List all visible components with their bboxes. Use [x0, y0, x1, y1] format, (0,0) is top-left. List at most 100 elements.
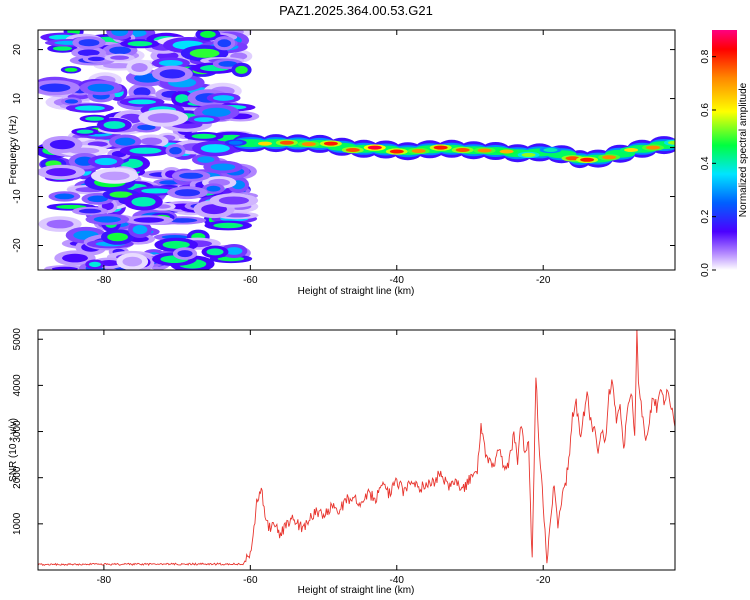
- noise-blob: [52, 46, 73, 51]
- noise-blob: [76, 129, 94, 134]
- y-tick-label: 10: [12, 93, 23, 105]
- y-tick-label: 2000: [12, 466, 23, 489]
- noise-blob: [51, 266, 78, 270]
- snr-x-ticks: -80 -60 -40 -20: [97, 330, 551, 586]
- noise-blob: [189, 48, 220, 58]
- noise-blob: [191, 133, 217, 139]
- y-tick-label: 1000: [12, 512, 23, 535]
- colorbar-tick-label: 0.8: [700, 49, 711, 63]
- track-peak: [477, 148, 492, 153]
- x-tick-label: -80: [97, 575, 112, 586]
- noise-blob: [201, 204, 228, 215]
- noise-blob: [169, 147, 182, 155]
- noise-blob: [194, 117, 214, 122]
- x-tick-label: -80: [97, 275, 112, 286]
- noise-blob: [202, 107, 231, 117]
- noise-blob: [179, 172, 204, 179]
- track-peak: [602, 155, 617, 160]
- y-tick-label: 4000: [12, 374, 23, 397]
- noise-blob: [131, 197, 156, 207]
- colorbar-tick-label: 0.0: [700, 263, 711, 277]
- spectrogram-noise: [38, 30, 260, 270]
- x-tick-label: -60: [243, 575, 258, 586]
- noise-blob: [93, 216, 121, 223]
- noise-blob: [217, 39, 232, 48]
- track-peak: [345, 148, 360, 152]
- track-peak: [279, 140, 294, 145]
- noise-blob: [64, 99, 79, 104]
- noise-blob: [206, 185, 221, 192]
- snr-frame: [37, 329, 676, 571]
- noise-blob: [137, 124, 156, 131]
- noise-blob: [87, 141, 108, 147]
- noise-blob: [197, 156, 215, 163]
- spectrogram-panel: -80 -60 -40 -20 20 10 0 -10 -20 Height of strai…: [8, 29, 676, 297]
- snr-y-ticks: 1000 2000 3000 4000 5000: [12, 328, 675, 535]
- noise-blob: [78, 208, 102, 214]
- colorbar-tick-label: 0.4: [700, 156, 711, 170]
- noise-blob: [235, 65, 248, 74]
- noise-blob: [133, 87, 151, 97]
- y-tick-label: 3000: [12, 420, 23, 443]
- track-peak: [323, 141, 338, 146]
- track-peak: [565, 156, 580, 161]
- track-peak: [389, 149, 404, 154]
- noise-blob: [122, 256, 143, 267]
- noise-blob: [46, 168, 76, 177]
- spectrogram-track: [224, 134, 675, 169]
- noise-blob: [46, 219, 74, 229]
- noise-blob: [115, 137, 136, 146]
- track-peak: [668, 140, 675, 145]
- spectrogram-x-label: Height of straight line (km): [298, 286, 415, 297]
- noise-blob: [64, 67, 78, 72]
- noise-blob: [87, 195, 108, 203]
- colorbar-gradient: [712, 30, 737, 270]
- track-peak: [455, 148, 470, 152]
- noise-blob: [74, 105, 105, 111]
- noise-blob: [88, 261, 101, 268]
- noise-blob: [99, 171, 130, 181]
- noise-blob: [159, 180, 180, 185]
- x-tick-label: -40: [390, 575, 405, 586]
- noise-blob: [141, 188, 171, 194]
- track-peak: [301, 142, 316, 147]
- noise-blob: [87, 83, 115, 92]
- track-peak: [228, 140, 243, 145]
- colorbar-label: Normalized spectral amplitude: [738, 82, 749, 217]
- colorbar-tick-label: 0.6: [700, 103, 711, 117]
- noise-blob: [159, 69, 186, 79]
- track-peak: [580, 157, 595, 162]
- spectrogram-frame: [37, 29, 676, 271]
- noise-blob: [54, 193, 75, 200]
- noise-blob: [210, 163, 236, 171]
- noise-blob: [131, 63, 148, 72]
- snr-panel: -80 -60 -40 -20 1000 2000 3000 4000 5000 Height…: [8, 328, 676, 596]
- x-tick-label: -20: [536, 275, 551, 286]
- x-tick-label: -20: [536, 575, 551, 586]
- noise-blob: [133, 217, 165, 223]
- spectrogram-y-ticks: 20 10 0 -10 -20: [12, 44, 675, 253]
- y-tick-label: 5000: [12, 328, 23, 351]
- noise-blob: [177, 250, 193, 258]
- track-peak: [411, 149, 426, 153]
- noise-blob: [200, 30, 216, 38]
- noise-blob: [159, 60, 183, 67]
- noise-blob: [77, 49, 100, 56]
- noise-blob: [111, 30, 129, 37]
- noise-blob: [132, 225, 148, 235]
- track-peak: [433, 145, 448, 150]
- track-peak: [646, 145, 660, 150]
- colorbar-ticks: 0.0 0.2 0.4 0.6 0.8: [700, 49, 716, 277]
- noise-blob: [110, 55, 129, 60]
- noise-blob: [174, 189, 201, 197]
- noise-blob: [78, 39, 100, 47]
- noise-blob: [129, 147, 162, 154]
- track-peak: [624, 148, 639, 152]
- noise-blob: [206, 248, 224, 256]
- noise-blob: [218, 196, 249, 205]
- y-tick-label: -20: [12, 238, 23, 253]
- x-tick-label: -40: [390, 275, 405, 286]
- noise-blob: [127, 41, 153, 47]
- track-peak: [543, 148, 558, 152]
- track-peak: [367, 145, 382, 150]
